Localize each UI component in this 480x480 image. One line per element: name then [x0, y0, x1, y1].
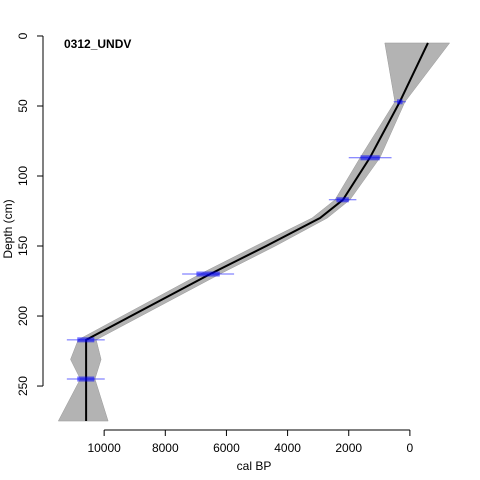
- uncertainty-band: [57, 42, 451, 422]
- x-tick-label: 6000: [213, 441, 240, 455]
- date-marker: [77, 337, 95, 343]
- x-tick-label: 0: [407, 441, 414, 455]
- x-axis-label: cal BP: [237, 459, 272, 473]
- x-tick-label: 4000: [274, 441, 301, 455]
- x-tick-label: 8000: [152, 441, 179, 455]
- y-tick-label: 150: [16, 236, 30, 256]
- y-axis-label: Depth (cm): [1, 199, 15, 258]
- date-marker: [397, 99, 403, 105]
- median-line: [85, 42, 429, 422]
- y-tick-label: 100: [16, 166, 30, 186]
- y-tick-label: 250: [16, 376, 30, 396]
- y-tick-label: 50: [16, 99, 30, 113]
- x-tick-label: 10000: [87, 441, 121, 455]
- y-tick-label: 200: [16, 306, 30, 326]
- x-tick-label: 2000: [335, 441, 362, 455]
- date-marker: [360, 155, 380, 161]
- date-marker: [77, 376, 95, 382]
- y-tick-label: 0: [16, 32, 30, 39]
- date-marker: [336, 197, 349, 203]
- date-marker: [196, 271, 220, 277]
- chart-title: 0312_UNDV: [64, 37, 131, 51]
